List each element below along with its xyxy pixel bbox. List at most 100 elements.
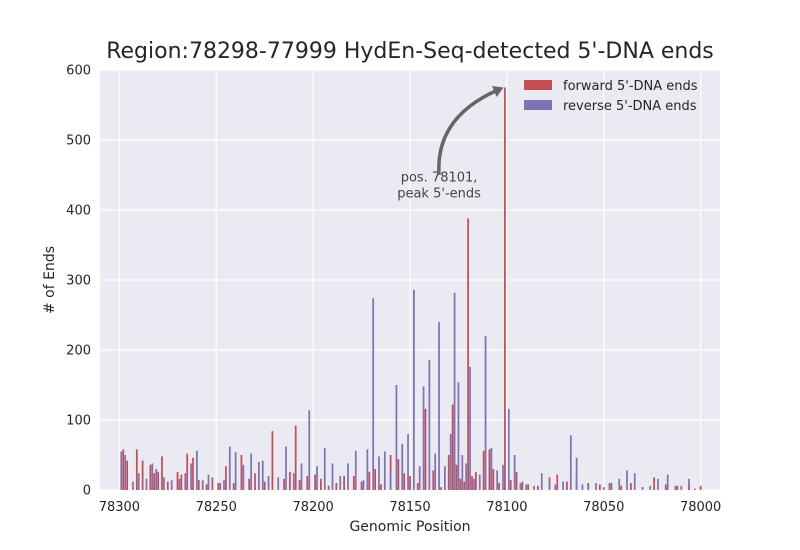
reverse-bar (473, 478, 475, 490)
reverse-bar (401, 443, 404, 490)
reverse-bar (649, 485, 652, 490)
forward-bar (225, 466, 227, 490)
forward-bar (176, 471, 179, 490)
forward-bar (205, 484, 208, 490)
forward-bar (699, 485, 702, 490)
forward-bar (135, 449, 138, 490)
reverse-bar (657, 478, 659, 490)
reverse-bar (587, 485, 590, 490)
reverse-bar (151, 463, 154, 490)
reverse-bar (308, 410, 311, 490)
reverse-bar (217, 483, 220, 490)
forward-bar (186, 453, 189, 490)
forward-bar (498, 483, 500, 490)
forward-bar (211, 477, 214, 490)
reverse-bar (478, 474, 481, 490)
reverse-bar (562, 481, 564, 490)
reverse-bar (540, 473, 543, 490)
reverse-bar (201, 480, 204, 490)
forward-bar (432, 470, 435, 490)
forward-bar (482, 450, 485, 490)
forward-bar (447, 455, 450, 490)
x-tick-label: 78000 (680, 500, 721, 515)
forward-bar (527, 484, 530, 490)
reverse-bar (145, 478, 148, 490)
forward-bar (608, 483, 611, 490)
reverse-bar (163, 477, 165, 490)
bars (120, 87, 702, 490)
forward-bar (327, 485, 330, 490)
reverse-bar (196, 450, 198, 490)
reverse-bar (234, 452, 237, 490)
forward-bar (271, 431, 274, 490)
reverse-bar (120, 451, 123, 490)
reverse-bar (465, 463, 468, 490)
y-tick-label: 300 (66, 274, 91, 289)
forward-bar (566, 481, 568, 490)
reverse-bar (461, 455, 464, 490)
reverse-bar (693, 488, 696, 490)
reverse-bar (453, 292, 456, 490)
reverse-bar (418, 466, 421, 490)
legend-label: reverse 5'-DNA ends (563, 99, 697, 114)
forward-bar (232, 483, 235, 490)
reverse-bar (354, 450, 357, 490)
forward-bar (630, 483, 632, 490)
reverse-bar (292, 473, 295, 490)
reverse-bar (362, 480, 365, 490)
forward-bar (157, 471, 159, 490)
forward-bar (254, 473, 256, 490)
reverse-bar (331, 463, 334, 490)
y-tick-label: 0 (83, 484, 91, 499)
forward-bar (403, 473, 406, 490)
forward-bar (283, 478, 285, 490)
reverse-bar (389, 471, 392, 490)
forward-bar (440, 487, 442, 490)
reverse-bar (554, 484, 557, 490)
reverse-bar (228, 446, 231, 490)
x-tick-label: 78100 (486, 500, 527, 515)
x-tick-label: 78250 (196, 500, 237, 515)
reverse-bar (378, 456, 380, 490)
reverse-bar (618, 478, 621, 490)
reverse-bar (124, 455, 127, 490)
forward-bar (352, 476, 355, 490)
reverse-bar (395, 385, 398, 490)
reverse-bar (137, 473, 140, 490)
forward-bar (599, 484, 601, 490)
reverse-bar (413, 289, 415, 490)
reverse-bar (575, 457, 578, 490)
reverse-bar (372, 298, 375, 490)
forward-bar (380, 484, 382, 490)
forward-bar (416, 483, 419, 490)
forward-bar (455, 464, 458, 490)
annotation-arrow (437, 87, 500, 176)
forward-bar (343, 476, 345, 490)
forward-bar (192, 457, 194, 490)
reverse-bar (496, 470, 499, 490)
reverse-bar (484, 336, 487, 490)
forward-bar (240, 455, 243, 490)
forward-bar (263, 481, 266, 490)
reverse-bar (513, 455, 516, 490)
reverse-bar (525, 484, 528, 490)
reverse-bar (548, 481, 551, 490)
annotation-line: peak 5'-ends (397, 187, 481, 202)
forward-bar (289, 471, 291, 490)
reverse-bar (261, 460, 264, 490)
forward-bar (509, 480, 512, 490)
reverse-bar (316, 466, 318, 490)
forward-bar (166, 481, 169, 490)
forward-bar (515, 471, 518, 490)
reverse-bar (610, 483, 613, 490)
forward-bar (248, 478, 251, 490)
legend-swatch (524, 100, 552, 110)
reverse-bar (422, 386, 425, 490)
reverse-bar (438, 322, 440, 490)
reverse-bar (258, 462, 260, 490)
forward-bar (314, 474, 316, 490)
reverse-bar (507, 408, 510, 490)
forward-bar (504, 87, 506, 490)
reverse-bar (602, 487, 605, 490)
forward-bar (306, 476, 309, 490)
